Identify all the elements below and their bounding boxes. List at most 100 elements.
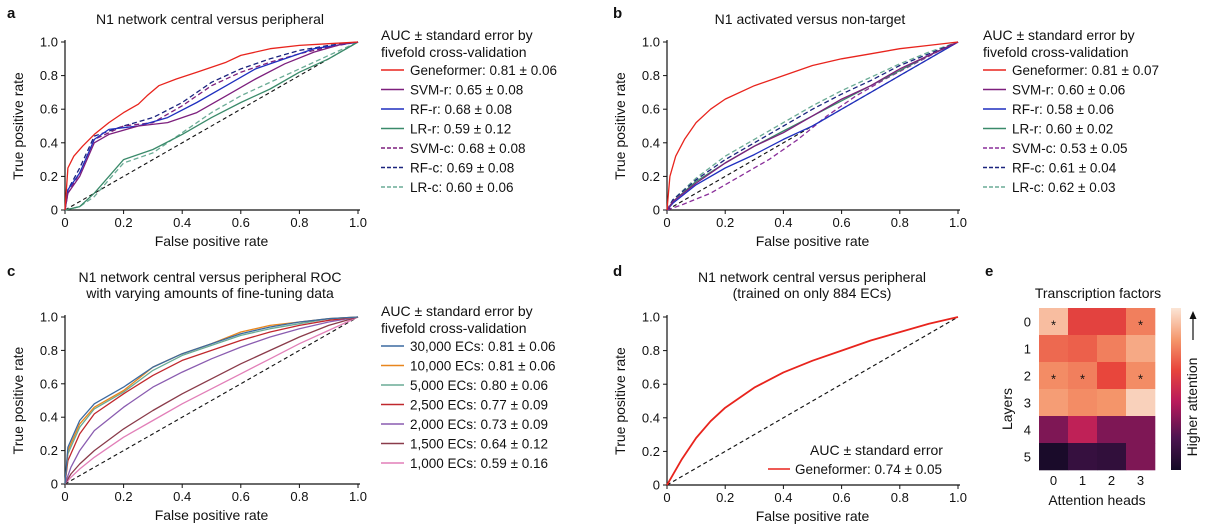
legend-entry: RF-r: 0.68 ± 0.08: [410, 102, 512, 117]
heatmap-row-label: 0: [1024, 315, 1031, 330]
y-tick-label: 0.4: [642, 135, 660, 150]
y-tick-label: 0.2: [642, 169, 660, 184]
panel-letter: a: [7, 5, 16, 22]
y-tick-label: 0: [653, 203, 660, 218]
heatmap-cell: [1039, 308, 1069, 336]
heatmap-cell: [1097, 443, 1127, 471]
x-tick-label: 1.0: [949, 215, 967, 230]
x-tick-label: 0: [61, 489, 68, 504]
heatmap-row-label: 1: [1024, 342, 1031, 357]
heatmap-cell: [1126, 443, 1156, 471]
series-line: [666, 316, 959, 486]
legend-title: AUC ± standard error: [810, 442, 943, 458]
x-tick-label: 0: [663, 490, 670, 505]
panel-c: c N1 network central versus peripheral RO…: [7, 263, 556, 523]
series-line: [64, 316, 359, 485]
x-tick-label: 0.6: [833, 490, 851, 505]
heatmap-cell: [1126, 389, 1156, 417]
x-tick-label: 1.0: [349, 215, 367, 230]
y-axis-label: True positive rate: [10, 346, 26, 454]
y-tick-label: 0.4: [40, 135, 58, 150]
y-tick-label: 0.8: [642, 343, 660, 358]
heatmap-col-label: 3: [1137, 473, 1144, 488]
chart-title: N1 network central versus peripheral: [96, 11, 324, 27]
legend-entry: SVM-c: 0.68 ± 0.08: [410, 141, 525, 156]
x-tick-label: 0.4: [173, 489, 191, 504]
series-line: [64, 41, 359, 211]
heatmap-cell: [1039, 335, 1069, 363]
legend-entry: 10,000 ECs: 0.81 ± 0.06: [410, 359, 556, 374]
legend-entry: 1,000 ECs: 0.59 ± 0.16: [410, 456, 548, 471]
colorbar: [1171, 308, 1181, 470]
series-line: [666, 41, 959, 211]
heatmap-cell: [1097, 389, 1127, 417]
legend-entry: 1,500 ECs: 0.64 ± 0.12: [410, 437, 548, 452]
x-tick-label: 0.6: [232, 489, 250, 504]
legend-entry: LR-r: 0.60 ± 0.02: [1012, 122, 1113, 137]
series-line: [64, 316, 359, 485]
y-tick-label: 0.2: [642, 444, 660, 459]
y-tick-label: 0.8: [40, 68, 58, 83]
x-axis-label: False positive rate: [155, 233, 269, 249]
panel-d: d N1 network central versus peripheral(tr…: [612, 263, 967, 524]
x-axis-label: False positive rate: [756, 508, 870, 524]
panel-e: e Transcription factors * * * * * 0 1 2 3 4 5 0 1 2 3 Att…: [985, 263, 1200, 508]
legend-entry: RF-c: 0.61 ± 0.04: [1012, 161, 1117, 176]
x-axis-label: False positive rate: [756, 233, 870, 249]
x-tick-label: 0.2: [115, 215, 133, 230]
heatmap-cell: [1068, 416, 1098, 444]
legend-entry: 5,000 ECs: 0.80 ± 0.06: [410, 378, 548, 393]
y-tick-label: 0.8: [642, 68, 660, 83]
legend-title: fivefold cross-validation: [381, 44, 527, 60]
diagonal-reference-line: [64, 41, 359, 211]
y-axis-label: True positive rate: [612, 347, 628, 455]
series-line: [64, 41, 359, 211]
legend-entry: 2,500 ECs: 0.77 ± 0.09: [410, 398, 548, 413]
series-line: [666, 41, 959, 211]
y-tick-label: 0: [51, 203, 58, 218]
heatmap-row-label: 4: [1024, 423, 1031, 438]
heatmap-cell: [1068, 335, 1098, 363]
heatmap-y-label: Layers: [999, 388, 1015, 430]
y-axis-label: True positive rate: [10, 72, 26, 180]
series-line: [666, 41, 959, 211]
legend-entry: Geneformer: 0.81 ± 0.07: [1012, 63, 1159, 78]
series-line: [666, 41, 959, 211]
y-tick-label: 0.8: [40, 343, 58, 358]
diagonal-reference-line: [64, 316, 359, 485]
legend-entry: LR-c: 0.60 ± 0.06: [410, 180, 513, 195]
legend-title: fivefold cross-validation: [381, 320, 527, 336]
heatmap-cell: [1039, 416, 1069, 444]
x-tick-label: 0.8: [891, 215, 909, 230]
x-tick-label: 1.0: [349, 489, 367, 504]
y-tick-label: 1.0: [40, 35, 58, 50]
diagonal-reference-line: [666, 316, 959, 486]
legend-title: AUC ± standard error by: [381, 27, 533, 43]
y-tick-label: 0.6: [642, 377, 660, 392]
heatmap-col-label: 2: [1108, 473, 1115, 488]
x-tick-label: 0: [61, 215, 68, 230]
panel-letter: d: [613, 263, 622, 280]
x-tick-label: 0.8: [290, 215, 308, 230]
heatmap-cell: [1126, 308, 1156, 336]
series-line: [666, 41, 959, 211]
y-tick-label: 0.6: [40, 376, 58, 391]
x-tick-label: 0.8: [891, 490, 909, 505]
y-tick-label: 0.4: [642, 410, 660, 425]
panel-b: b N1 activated versus non-target 0 0.2 0.4 0.…: [612, 5, 1159, 249]
heatmap-cell: [1126, 362, 1156, 390]
series-line: [666, 41, 959, 211]
colorbar-arrow-head: [1189, 311, 1197, 319]
legend-title: AUC ± standard error by: [381, 303, 533, 319]
significance-star: *: [1080, 372, 1085, 387]
y-tick-label: 1.0: [40, 310, 58, 325]
chart-title: N1 network central versus peripheral: [698, 269, 926, 285]
chart-title: N1 network central versus peripheral ROC: [79, 269, 342, 285]
legend-title: fivefold cross-validation: [983, 44, 1129, 60]
significance-star: *: [1051, 372, 1056, 387]
heatmap-cell: [1097, 362, 1127, 390]
y-tick-label: 1.0: [642, 310, 660, 325]
y-tick-label: 0.6: [642, 102, 660, 117]
legend-entry: Geneformer: 0.81 ± 0.06: [410, 63, 557, 78]
